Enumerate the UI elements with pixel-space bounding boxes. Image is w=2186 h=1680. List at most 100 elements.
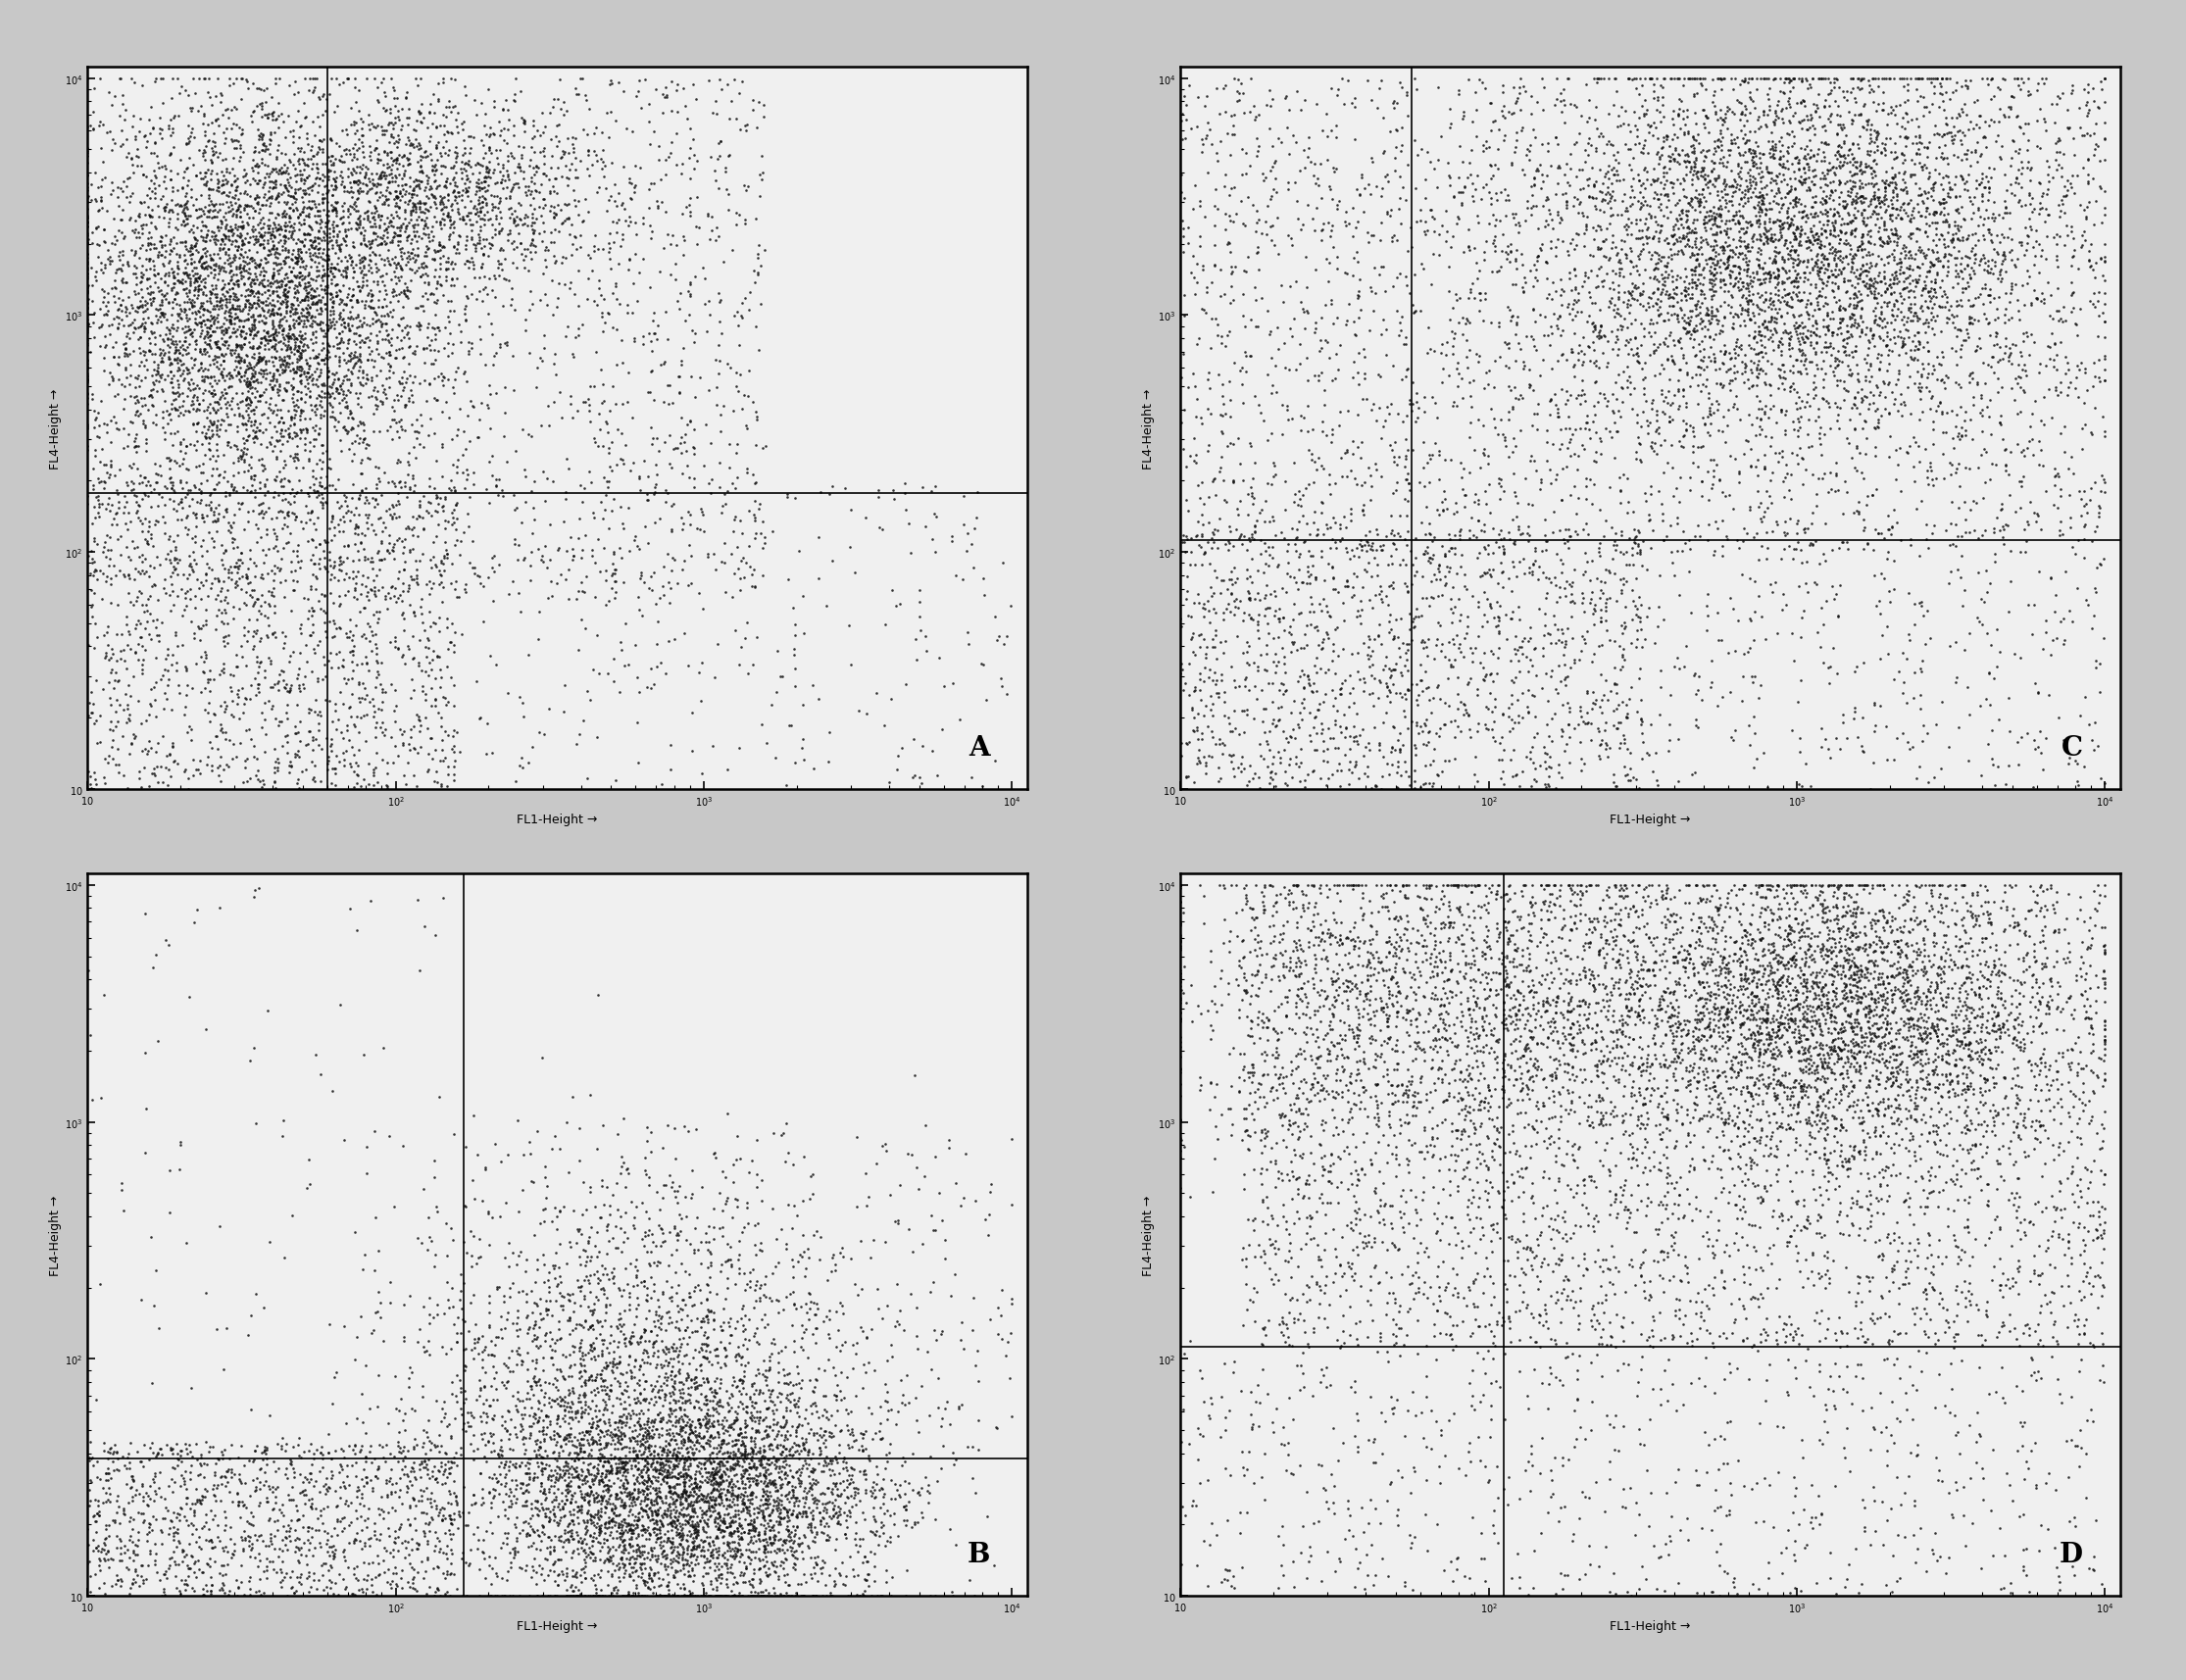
Point bbox=[151, 541, 186, 568]
Point bbox=[658, 1368, 693, 1394]
Point bbox=[1233, 1023, 1268, 1050]
Point bbox=[1679, 1068, 1714, 1095]
Point bbox=[667, 548, 702, 575]
Point bbox=[415, 1583, 450, 1609]
Point bbox=[1344, 1494, 1379, 1520]
Point bbox=[1827, 1015, 1862, 1042]
Point bbox=[90, 1525, 125, 1552]
Point bbox=[1865, 168, 1900, 195]
Point bbox=[1832, 897, 1867, 924]
Point bbox=[1493, 150, 1528, 176]
Point bbox=[359, 114, 393, 141]
Point bbox=[1364, 872, 1399, 899]
Point bbox=[1458, 1307, 1493, 1334]
Point bbox=[1723, 242, 1758, 269]
Point bbox=[1478, 613, 1513, 640]
Point bbox=[1574, 1030, 1609, 1057]
Point bbox=[603, 1159, 638, 1186]
Point bbox=[1255, 155, 1290, 181]
Point bbox=[1672, 528, 1707, 554]
Point bbox=[1261, 964, 1296, 991]
Point bbox=[638, 1583, 673, 1609]
Point bbox=[236, 417, 271, 444]
Point bbox=[560, 1458, 595, 1485]
Point bbox=[1786, 953, 1821, 979]
Point bbox=[595, 1497, 630, 1524]
Point bbox=[769, 1394, 804, 1421]
Point bbox=[564, 1252, 599, 1278]
Point bbox=[1452, 526, 1486, 553]
Point bbox=[800, 1295, 835, 1322]
Point bbox=[772, 1572, 807, 1599]
Point bbox=[1296, 1001, 1331, 1028]
Point bbox=[201, 175, 236, 202]
Point bbox=[1768, 1310, 1803, 1337]
Point bbox=[1775, 254, 1810, 281]
Point bbox=[175, 287, 210, 314]
Point bbox=[1904, 1021, 1939, 1048]
Point bbox=[601, 1410, 636, 1436]
Point bbox=[1473, 660, 1508, 687]
Point bbox=[1368, 654, 1403, 680]
Point bbox=[236, 312, 271, 339]
Point bbox=[1382, 1105, 1417, 1132]
Point bbox=[564, 1527, 599, 1554]
Point bbox=[1860, 410, 1895, 437]
Point bbox=[1340, 951, 1375, 978]
Point bbox=[243, 334, 278, 361]
Point bbox=[227, 459, 262, 486]
Point bbox=[214, 203, 249, 230]
Point bbox=[1467, 580, 1502, 606]
Point bbox=[227, 324, 262, 351]
Point bbox=[754, 1398, 789, 1425]
Point bbox=[625, 1522, 660, 1549]
Point bbox=[741, 1495, 776, 1522]
Point bbox=[219, 178, 254, 205]
Point bbox=[1506, 942, 1541, 969]
Point bbox=[120, 144, 155, 171]
Point bbox=[1434, 958, 1469, 984]
Point bbox=[125, 1453, 160, 1480]
Point bbox=[809, 1583, 844, 1609]
Point bbox=[195, 161, 230, 188]
Point bbox=[2059, 751, 2094, 778]
Point bbox=[1246, 872, 1281, 899]
Point bbox=[1215, 259, 1250, 286]
Point bbox=[675, 1534, 710, 1561]
Point bbox=[1399, 526, 1434, 553]
Point bbox=[254, 119, 289, 146]
Point bbox=[1358, 1084, 1392, 1110]
Point bbox=[1570, 549, 1605, 576]
Point bbox=[1967, 926, 2002, 953]
Point bbox=[1685, 328, 1720, 354]
Point bbox=[1452, 904, 1486, 931]
Point bbox=[1530, 1315, 1565, 1342]
Point bbox=[1309, 749, 1344, 776]
Point bbox=[1712, 237, 1747, 264]
Point bbox=[136, 1465, 171, 1492]
Point bbox=[1580, 872, 1615, 899]
Point bbox=[354, 1320, 389, 1347]
Point bbox=[1672, 872, 1707, 899]
Point bbox=[157, 396, 192, 423]
Point bbox=[157, 538, 192, 564]
Point bbox=[684, 1502, 719, 1529]
Point bbox=[343, 155, 378, 181]
Point bbox=[101, 759, 136, 786]
Point bbox=[155, 225, 190, 252]
Point bbox=[385, 570, 420, 596]
Point bbox=[1788, 314, 1823, 341]
Point bbox=[1351, 549, 1386, 576]
Point bbox=[208, 391, 243, 418]
Point bbox=[1607, 726, 1642, 753]
Point bbox=[1810, 1146, 1845, 1173]
Point bbox=[2007, 959, 2042, 986]
Point bbox=[1661, 101, 1696, 128]
Point bbox=[1924, 366, 1959, 393]
Point bbox=[227, 331, 262, 358]
Point bbox=[1486, 1047, 1521, 1074]
Point bbox=[1911, 1015, 1946, 1042]
Point bbox=[1574, 1168, 1609, 1194]
Point bbox=[518, 161, 553, 188]
Point bbox=[334, 175, 369, 202]
